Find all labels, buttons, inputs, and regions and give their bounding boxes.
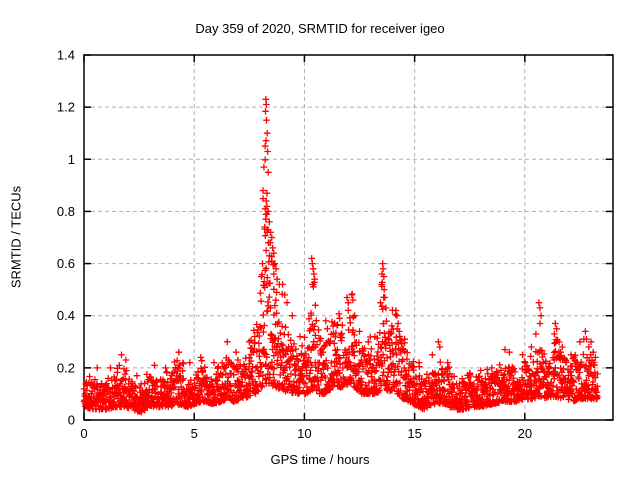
svg-text:0.6: 0.6	[57, 256, 75, 271]
svg-text:1.2: 1.2	[57, 100, 75, 115]
svg-text:1: 1	[68, 152, 75, 167]
svg-text:0.8: 0.8	[57, 204, 75, 219]
svg-text:20: 20	[518, 426, 532, 441]
svg-text:0.2: 0.2	[57, 360, 75, 375]
axis-tick-labels: 0 5 10 15 20 0 0.2 0.4 0.6 0.8 1 1.2 1.4	[57, 48, 532, 442]
svg-text:5: 5	[191, 426, 198, 441]
plot-border	[83, 54, 614, 421]
svg-text:0: 0	[68, 413, 75, 428]
y-axis-label: SRMTID / TECUs	[8, 185, 24, 289]
x-axis-label: GPS time / hours	[270, 452, 370, 467]
chart-title: Day 359 of 2020, SRMTID for receiver ige…	[195, 21, 445, 36]
svg-text:10: 10	[297, 426, 311, 441]
svg-text:15: 15	[407, 426, 421, 441]
data-points	[80, 96, 601, 416]
svg-text:1.4: 1.4	[57, 48, 75, 63]
svg-text:0.4: 0.4	[57, 308, 75, 323]
svg-text:0: 0	[80, 426, 87, 441]
